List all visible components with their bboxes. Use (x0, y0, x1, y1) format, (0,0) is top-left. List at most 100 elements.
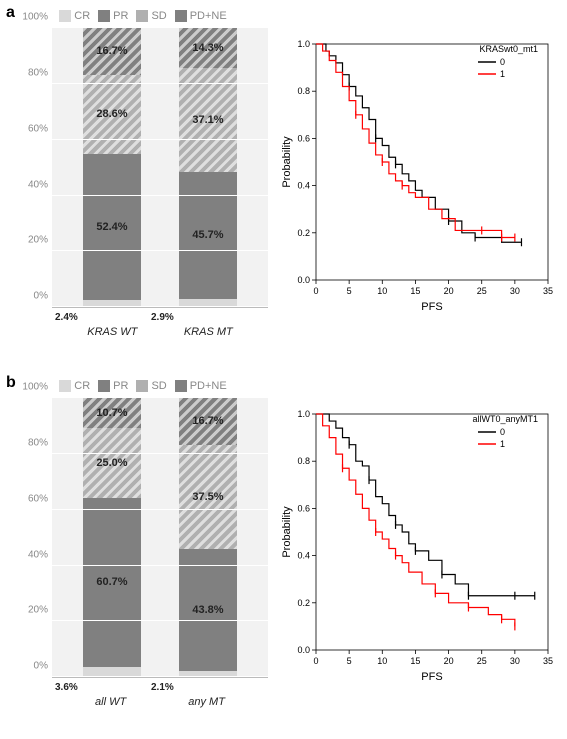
km-xtick-label: 10 (377, 286, 387, 296)
km-xtick-label: 30 (510, 656, 520, 666)
legend-item: CR (59, 380, 90, 392)
bar-segment-sd: 25.0% (83, 428, 141, 498)
legend-item: PD+NE (175, 10, 227, 22)
panel-b-barchart: CRPRSDPD+NE 60.7%25.0%10.7%3.6%43.8%37.5… (18, 380, 268, 720)
km-axis-box (316, 414, 548, 650)
legend-item: PR (98, 10, 128, 22)
bar-column: 60.7%25.0%10.7%3.6% (83, 398, 141, 677)
cr-value-label: 2.4% (55, 312, 78, 323)
bar-segment-pr: 43.8% (179, 549, 237, 671)
km-axis-box (316, 44, 548, 280)
panel-a-km-svg: 0.00.20.40.60.81.005101520253035PFSProba… (278, 34, 558, 314)
km-ytick-label: 0.4 (297, 551, 310, 561)
legend-swatch (59, 380, 71, 392)
grid-line (52, 509, 268, 510)
grid-line (52, 27, 268, 28)
grid-line (52, 306, 268, 307)
km-ytick-label: 1.0 (297, 39, 310, 49)
panel-b-label: b (6, 374, 16, 392)
km-xtick-label: 15 (410, 656, 420, 666)
km-xtick-label: 10 (377, 656, 387, 666)
bar-segment-pr: 45.7% (179, 172, 237, 300)
km-xtick-label: 20 (444, 656, 454, 666)
km-xtick-label: 25 (477, 656, 487, 666)
bar-segment-label: 14.3% (192, 42, 223, 54)
legend-swatch (136, 380, 148, 392)
y-tick-label: 0% (18, 661, 48, 672)
panel-a-bars: 52.4%28.6%16.7%2.4%45.7%37.1%14.3%2.9% (52, 28, 268, 307)
grid-line (52, 83, 268, 84)
y-tick-label: 20% (18, 605, 48, 616)
km-xtick-label: 5 (347, 286, 352, 296)
km-legend-label: 1 (500, 69, 505, 79)
panel-a: a CRPRSDPD+NE 52.4%28.6%16.7%2.4%45.7%37… (0, 0, 567, 370)
legend-label: SD (151, 10, 166, 22)
y-tick-label: 100% (18, 382, 48, 393)
bar-segment-label: 45.7% (192, 229, 223, 241)
grid-line (52, 453, 268, 454)
legend-label: PD+NE (190, 380, 227, 392)
y-tick-label: 20% (18, 235, 48, 246)
legend-swatch (175, 10, 187, 22)
grid-line (52, 676, 268, 677)
legend-item: PD+NE (175, 380, 227, 392)
km-ytick-label: 0.2 (297, 598, 310, 608)
bar-segment-pr: 60.7% (83, 498, 141, 667)
panel-a-label: a (6, 4, 15, 22)
km-ytick-label: 0.2 (297, 228, 310, 238)
bar-segment-pr: 52.4% (83, 154, 141, 300)
km-ytick-label: 1.0 (297, 409, 310, 419)
bar-segment-label: 43.8% (192, 604, 223, 616)
bar-segment-pd+ne: 16.7% (179, 398, 237, 445)
y-tick-label: 80% (18, 67, 48, 78)
y-tick-label: 100% (18, 12, 48, 23)
panel-a-legend: CR PR SD PD+NE (18, 10, 268, 22)
bar-segment-label: 25.0% (96, 457, 127, 469)
legend-label: PR (113, 380, 128, 392)
category-label: KRAS MT (184, 326, 233, 338)
bar-segment-pd+ne: 14.3% (179, 28, 237, 68)
km-ytick-label: 0.6 (297, 503, 310, 513)
bar-column: 52.4%28.6%16.7%2.4% (83, 28, 141, 307)
legend-label: PD+NE (190, 10, 227, 22)
km-xtick-label: 0 (313, 286, 318, 296)
km-legend-label: 1 (500, 439, 505, 449)
grid-line (52, 139, 268, 140)
grid-line (52, 195, 268, 196)
km-xtick-label: 35 (543, 656, 553, 666)
bar-segment-label: 60.7% (96, 576, 127, 588)
legend-item: CR (59, 10, 90, 22)
panel-b-km: 0.00.20.40.60.81.005101520253035PFSProba… (278, 404, 558, 684)
km-xlabel: PFS (421, 671, 442, 683)
legend-item: PR (98, 380, 128, 392)
legend-swatch (175, 380, 187, 392)
legend-label: CR (74, 10, 90, 22)
km-xtick-label: 30 (510, 286, 520, 296)
bar-segment-label: 28.6% (96, 108, 127, 120)
cr-value-label: 3.6% (55, 682, 78, 693)
y-tick-label: 80% (18, 437, 48, 448)
km-ytick-label: 0.4 (297, 181, 310, 191)
km-ytick-label: 0.0 (297, 275, 310, 285)
km-ytick-label: 0.8 (297, 86, 310, 96)
km-legend-label: 0 (500, 427, 505, 437)
y-tick-label: 60% (18, 493, 48, 504)
panel-a-km: 0.00.20.40.60.81.005101520253035PFSProba… (278, 34, 558, 314)
bar-segment-label: 16.7% (192, 415, 223, 427)
panel-b-plotarea: 60.7%25.0%10.7%3.6%43.8%37.5%16.7%2.1% 0… (52, 398, 268, 678)
bar-segment-label: 16.7% (96, 45, 127, 57)
km-xlabel: PFS (421, 301, 442, 313)
km-legend-label: 0 (500, 57, 505, 67)
km-ytick-label: 0.6 (297, 133, 310, 143)
panel-b-legend: CR PR SD PD+NE (18, 380, 268, 392)
category-label: any MT (188, 696, 225, 708)
grid-line (52, 620, 268, 621)
km-ytick-label: 0.0 (297, 645, 310, 655)
panel-a-barchart: CRPRSDPD+NE 52.4%28.6%16.7%2.4%45.7%37.1… (18, 10, 268, 350)
panel-b-bars: 60.7%25.0%10.7%3.6%43.8%37.5%16.7%2.1% (52, 398, 268, 677)
km-legend-title: allWT0_anyMT1 (472, 414, 538, 424)
legend-label: SD (151, 380, 166, 392)
y-tick-label: 0% (18, 291, 48, 302)
bar-segment-sd: 37.5% (179, 445, 237, 550)
km-ylabel: Probability (281, 136, 293, 188)
